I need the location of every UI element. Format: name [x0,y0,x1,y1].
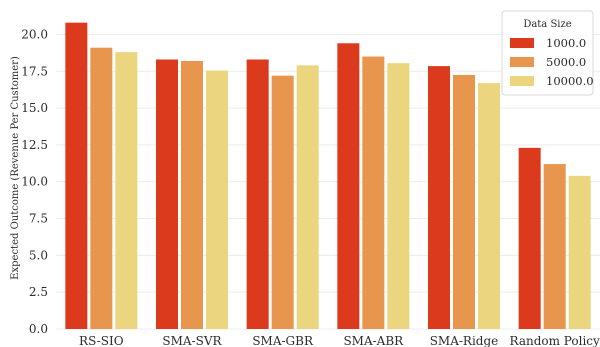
y-tick-label: 7.5 [29,212,48,226]
bar [543,164,566,329]
x-tick-label: SMA-GBR [252,334,314,347]
y-tick-label: 5.0 [29,248,48,262]
bar [428,66,450,330]
bars [65,22,591,330]
legend-swatch [510,76,534,86]
bar [246,59,269,330]
bar [518,147,541,329]
x-tick-label: SMA-SVR [162,334,222,347]
bar [181,60,203,330]
legend-box [501,10,594,96]
bar [65,22,88,329]
bar [387,63,410,329]
y-tick-label: 20.0 [21,27,48,41]
y-tick-label: 2.5 [29,285,48,299]
x-tick-label: RS-SIO [79,334,124,347]
bar [271,75,294,329]
y-tick-label: 17.5 [21,64,48,78]
y-axis-ticks: 0.0 2.5 5.0 7.5 10.0 12.5 15.0 17.5 20.0 [21,27,48,336]
bar [478,83,500,330]
bar [206,70,228,329]
bar [90,47,113,329]
x-tick-label: SMA-ABR [343,334,404,347]
legend-entry: 1000.0 [546,36,586,50]
x-axis-ticks: RS-SIO SMA-SVR SMA-GBR SMA-ABR SMA-Ridge Rand… [79,334,600,347]
legend-swatch [510,38,534,48]
bar [296,65,319,329]
legend-entry: 10000.0 [546,74,594,88]
legend-items: 1000.0 5000.0 10000.0 [510,36,594,88]
bar [453,74,475,329]
y-tick-label: 0.0 [29,322,48,336]
y-tick-label: 10.0 [21,175,48,189]
grid-lines [56,33,600,330]
bar [362,56,385,329]
legend-entry: 5000.0 [546,55,586,69]
y-axis-label: Expected Outcome (Revenue Per Customer) [10,56,21,280]
y-tick-label: 12.5 [21,138,48,152]
bar [156,59,178,330]
x-tick-label: SMA-Ridge [430,334,499,347]
legend-swatch [510,57,534,67]
legend: Data Size 1000.0 5000.0 10000.0 [501,10,594,96]
x-tick-label: Random Policy [510,334,600,347]
bar [337,43,360,330]
bar [568,175,591,329]
bar [115,52,138,330]
legend-title: Data Size [523,19,571,30]
y-tick-label: 15.0 [21,101,48,115]
